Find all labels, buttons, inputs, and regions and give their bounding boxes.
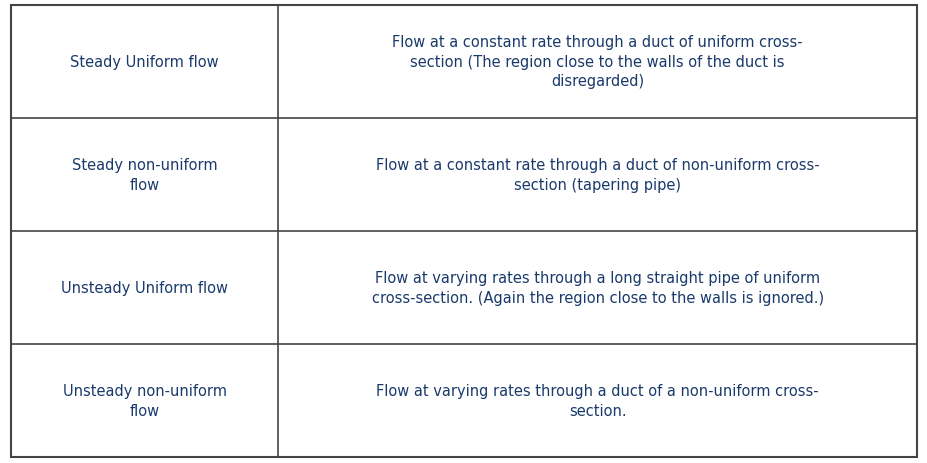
Text: Steady non-uniform
flow: Steady non-uniform flow <box>71 157 217 193</box>
Text: Flow at varying rates through a duct of a non-uniform cross-
section.: Flow at varying rates through a duct of … <box>375 383 818 419</box>
Text: Flow at varying rates through a long straight pipe of uniform
cross-section. (Ag: Flow at varying rates through a long str… <box>371 270 823 306</box>
Text: Unsteady non-uniform
flow: Unsteady non-uniform flow <box>63 383 226 419</box>
Text: Steady Uniform flow: Steady Uniform flow <box>70 55 219 69</box>
Text: Unsteady Uniform flow: Unsteady Uniform flow <box>61 281 228 295</box>
Text: Flow at a constant rate through a duct of uniform cross-
section (The region clo: Flow at a constant rate through a duct o… <box>392 35 802 89</box>
Text: Flow at a constant rate through a duct of non-uniform cross-
section (tapering p: Flow at a constant rate through a duct o… <box>375 157 819 193</box>
